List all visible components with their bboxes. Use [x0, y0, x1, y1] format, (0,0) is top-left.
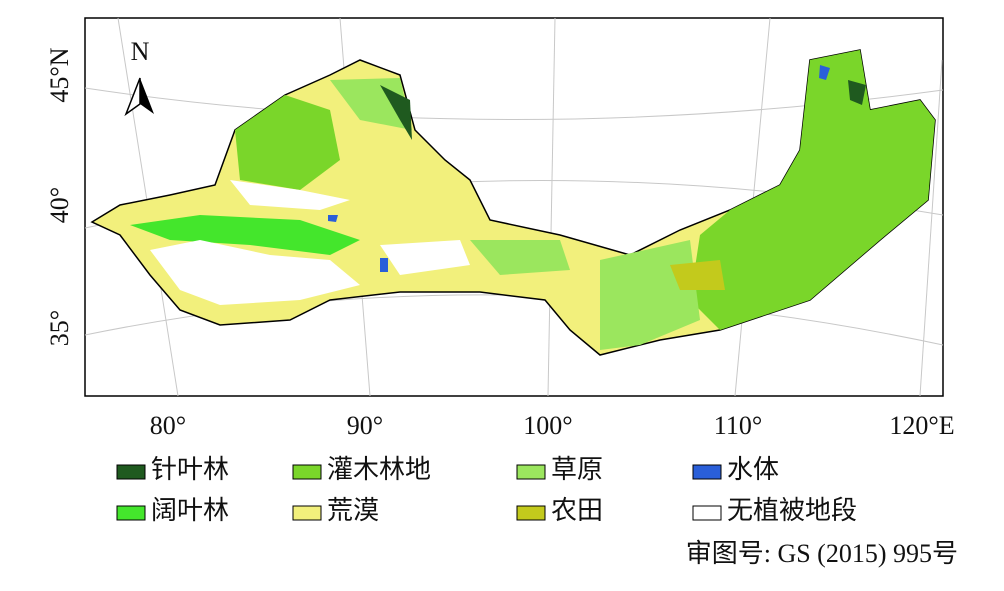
lon-label: 120°E [889, 411, 954, 440]
legend-label: 荒漠 [327, 496, 379, 525]
legend-swatch [292, 464, 322, 480]
legend-swatch [692, 505, 722, 521]
map-frame [84, 17, 944, 397]
legend-swatch [116, 505, 146, 521]
lat-label: 40° [45, 187, 74, 223]
lat-label: 45°N [45, 47, 74, 102]
legend-label: 阔叶林 [151, 496, 229, 525]
lat-label: 35° [45, 310, 74, 346]
legend-swatch [292, 505, 322, 521]
legend-label: 水体 [727, 455, 779, 484]
axis-labels: 45°N 40° 35° 80° 90° 100° 110° 120°E [45, 47, 955, 440]
legend-swatch [692, 464, 722, 480]
legend-swatch [516, 464, 546, 480]
north-arrow: N [124, 37, 154, 117]
legend-label: 灌木林地 [327, 455, 431, 484]
lon-label: 80° [150, 411, 186, 440]
lon-label: 110° [714, 411, 762, 440]
legend-swatch [516, 505, 546, 521]
legend-swatch [116, 464, 146, 480]
lon-label: 100° [523, 411, 572, 440]
north-label: N [131, 37, 150, 66]
legend-label: 草原 [551, 455, 603, 484]
legend-label: 针叶林 [151, 455, 229, 484]
legend-label: 农田 [551, 496, 603, 525]
approval-number: 审图号: GS (2015) 995号 [686, 539, 958, 568]
lon-label: 90° [347, 411, 383, 440]
legend-label: 无植被地段 [727, 496, 857, 525]
